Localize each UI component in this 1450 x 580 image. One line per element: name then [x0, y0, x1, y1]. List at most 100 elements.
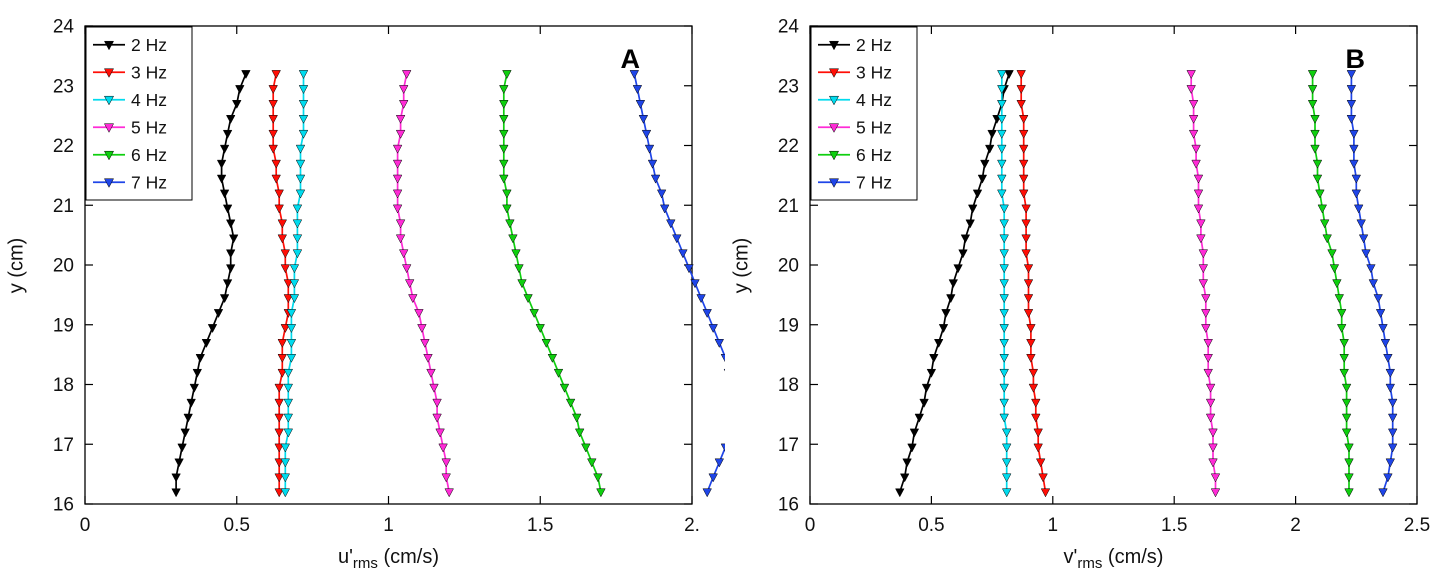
triangle-down-marker [277, 354, 288, 363]
triangle-down-marker [213, 309, 224, 319]
y-tick-label: 22 [53, 136, 74, 157]
triangle-down-marker [298, 129, 309, 139]
triangle-down-marker [222, 129, 233, 139]
triangle-down-marker [1341, 383, 1352, 393]
legend-label: 3 Hz [856, 62, 892, 82]
legend-label: 4 Hz [856, 90, 892, 110]
triangle-down-marker [535, 324, 545, 334]
triangle-down-marker [1021, 234, 1031, 244]
triangle-down-marker [417, 324, 427, 334]
triangle-down-marker [1201, 309, 1211, 319]
triangle-down-marker [914, 413, 925, 423]
triangle-down-marker [1026, 354, 1036, 363]
triangle-down-marker [268, 129, 278, 139]
triangle-down-marker [180, 428, 190, 438]
x-tick-label: 0.5 [224, 515, 250, 536]
triangle-down-marker [593, 473, 603, 483]
triangle-down-marker [219, 144, 230, 154]
triangle-down-marker [508, 234, 518, 244]
triangle-down-marker [547, 354, 558, 363]
triangle-down-marker [678, 249, 688, 259]
triangle-down-marker [1188, 100, 1199, 109]
series-2-hz [171, 70, 251, 498]
triangle-down-marker [502, 189, 512, 199]
legend-item: 6 Hz [818, 145, 892, 165]
axis-ticks: 0 0.5 1 1.5 2. 16 17 18 19 20 21 22 23 24 [53, 17, 700, 537]
triangle-down-marker [286, 354, 297, 363]
triangle-down-marker [1016, 70, 1026, 80]
triangle-down-marker [1001, 428, 1012, 438]
triangle-down-marker [171, 473, 181, 483]
triangle-down-marker [392, 204, 403, 214]
legend-item: 4 Hz [818, 90, 892, 110]
triangle-down-marker [999, 354, 1009, 363]
triangle-down-marker [999, 249, 1009, 259]
triangle-down-marker [1349, 159, 1359, 169]
triangle-down-marker [289, 264, 300, 274]
triangle-down-marker [1383, 473, 1393, 483]
legend-triangle-marker [828, 150, 840, 161]
triangle-down-marker [1387, 413, 1398, 423]
triangle-down-marker [1018, 189, 1029, 199]
triangle-down-marker [1031, 398, 1041, 408]
triangle-down-marker [1018, 129, 1029, 139]
triangle-down-marker [1191, 159, 1201, 169]
x-tick-label: 1 [1048, 515, 1059, 536]
triangle-down-marker [926, 368, 937, 378]
triangle-down-marker [902, 458, 912, 468]
triangle-down-marker [1378, 488, 1388, 498]
legend-triangle-marker [103, 68, 115, 78]
triangle-down-marker [1339, 339, 1349, 348]
triangle-down-marker [201, 339, 212, 348]
triangle-down-marker [720, 443, 725, 452]
triangle-down-marker [499, 115, 509, 124]
triangle-down-marker [292, 219, 303, 229]
triangle-down-marker [960, 234, 971, 244]
triangle-down-marker [1186, 70, 1196, 80]
triangle-down-marker [1334, 294, 1345, 304]
triangle-down-marker [420, 339, 430, 348]
triangle-down-marker [222, 204, 233, 214]
triangle-down-marker [1004, 70, 1014, 80]
x-tick-label: 2.5 [1404, 515, 1430, 536]
triangle-down-marker [283, 368, 294, 378]
series-7-hz [629, 70, 725, 498]
triangle-down-marker [1361, 249, 1371, 259]
triangle-down-marker [280, 443, 291, 453]
triangle-down-marker [1031, 413, 1041, 423]
triangle-down-marker [1315, 189, 1325, 199]
triangle-down-marker [987, 129, 997, 139]
triangle-down-marker [1001, 458, 1012, 468]
triangle-down-marker [1307, 70, 1318, 80]
triangle-down-marker [283, 294, 294, 304]
triangle-down-marker [189, 383, 200, 393]
triangle-down-marker [222, 279, 233, 289]
triangle-down-marker [289, 294, 300, 304]
triangle-down-marker [192, 368, 203, 378]
triangle-down-marker [292, 204, 303, 214]
triangle-down-marker [392, 144, 403, 154]
legend-box [810, 26, 918, 201]
triangle-down-marker [286, 309, 297, 319]
triangle-down-marker [1373, 294, 1383, 304]
triangle-down-marker [1035, 458, 1046, 468]
triangle-down-marker [426, 368, 436, 378]
triangle-down-marker [1198, 264, 1209, 274]
triangle-down-marker [502, 204, 512, 214]
legend-label: 4 Hz [131, 90, 167, 110]
series-7-hz [1346, 70, 1398, 498]
series-5-hz [392, 70, 454, 498]
triangle-down-marker [1018, 115, 1029, 124]
triangle-down-marker [635, 100, 646, 109]
triangle-down-marker [708, 473, 718, 483]
triangle-down-marker [1208, 428, 1218, 438]
triangle-down-marker [1038, 473, 1048, 483]
triangle-down-marker [650, 174, 661, 184]
triangle-down-marker [702, 309, 712, 319]
triangle-down-marker [999, 413, 1009, 423]
triangle-down-marker [571, 413, 582, 423]
triangle-down-marker [435, 428, 445, 438]
triangle-down-marker [1317, 204, 1328, 214]
triangle-down-marker [408, 294, 418, 304]
legend-triangle-marker [828, 95, 840, 106]
